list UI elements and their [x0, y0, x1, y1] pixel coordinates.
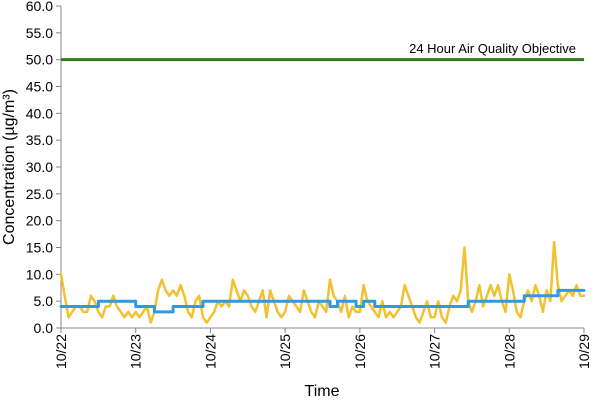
y-tick-label: 50.0 [26, 52, 53, 68]
y-tick-label: 40.0 [26, 105, 53, 121]
y-tick-label: 10.0 [26, 266, 53, 282]
objective-annotation: 24 Hour Air Quality Objective [409, 41, 576, 56]
x-tick-label: 10/29 [576, 334, 592, 369]
x-tick-label: 10/28 [501, 334, 517, 369]
y-axis-title: Concentration (µg/m³) [1, 89, 18, 245]
x-axis-title: Time [305, 383, 340, 400]
y-axis-ticks: 0.0 5.0 10.0 15.0 20.0 25.0 30.0 35.0 40.0 45.0 50… [26, 0, 61, 336]
y-tick-label: 30.0 [26, 159, 53, 175]
rolling-series-line [59, 288, 586, 314]
x-tick-label: 10/26 [352, 334, 368, 369]
x-tick-label: 10/22 [53, 334, 69, 369]
y-tick-label: 60.0 [26, 0, 53, 14]
x-tick-label: 10/27 [427, 334, 443, 369]
y-tick-label: 20.0 [26, 213, 53, 229]
x-tick-label: 10/23 [128, 334, 144, 369]
y-tick-label: 45.0 [26, 79, 53, 95]
y-tick-label: 35.0 [26, 132, 53, 148]
hourly-series-line [59, 240, 586, 324]
x-tick-label: 10/24 [202, 334, 218, 369]
y-tick-label: 55.0 [26, 25, 53, 41]
y-tick-label: 5.0 [34, 293, 54, 309]
series-lines [59, 58, 586, 324]
y-tick-label: 15.0 [26, 240, 53, 256]
x-tick-label: 10/25 [277, 334, 293, 369]
y-tick-label: 25.0 [26, 186, 53, 202]
x-axis-ticks: 10/22 10/23 10/24 10/25 10/26 10/27 10/28 10/29 [53, 328, 592, 369]
y-tick-label: 0.0 [34, 320, 54, 336]
